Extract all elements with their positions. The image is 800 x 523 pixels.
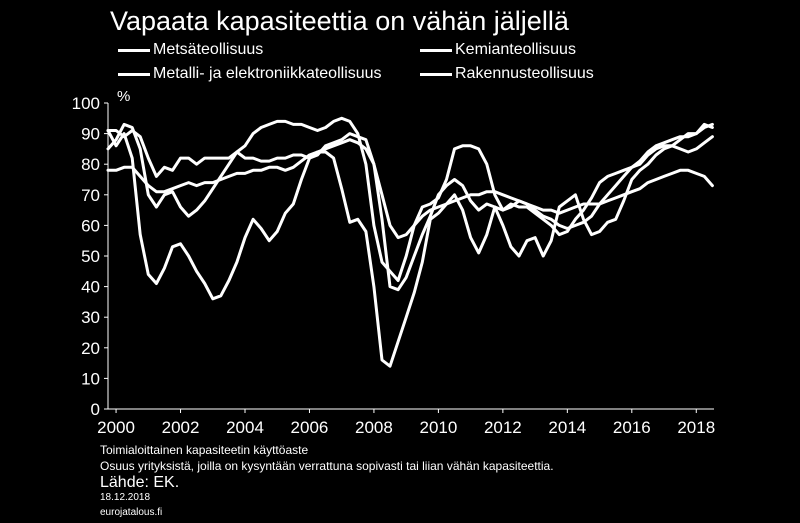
x-tick-label: 2004 bbox=[226, 418, 264, 437]
legend-swatch-kemianteollisuus bbox=[420, 48, 452, 52]
series-line-1 bbox=[106, 138, 714, 240]
x-tick-label: 2008 bbox=[355, 418, 393, 437]
legend-swatch-metalli bbox=[118, 72, 150, 76]
y-tick-label: 10 bbox=[81, 369, 100, 388]
source-label: Lähde: EK. bbox=[100, 474, 180, 491]
y-tick-label: 80 bbox=[81, 155, 100, 174]
legend-swatch-metsateollisuus bbox=[118, 48, 150, 52]
legend-label-rakennusteollisuus: Rakennusteollisuus bbox=[455, 65, 594, 82]
y-tick-label: 0 bbox=[91, 400, 100, 419]
legend-item-rakennusteollisuus: Rakennusteollisuus bbox=[420, 65, 594, 83]
note-line-1: Toimialoittainen kapasiteetin käyttöaste bbox=[100, 443, 309, 457]
y-tick-label: 20 bbox=[81, 339, 100, 358]
series-line-3 bbox=[106, 116, 714, 282]
y-tick-label: 30 bbox=[81, 308, 100, 327]
series-line-4 bbox=[106, 122, 714, 368]
site-label: eurojatalous.fi bbox=[100, 507, 163, 518]
legend-label-metsateollisuus: Metsäteollisuus bbox=[153, 41, 264, 58]
series-line-2 bbox=[106, 122, 714, 292]
y-tick-label: 70 bbox=[81, 186, 100, 205]
chart-title: Vapaata kapasiteettia on vähän jäljellä bbox=[110, 6, 569, 36]
legend-item-kemianteollisuus: Kemianteollisuus bbox=[420, 41, 576, 59]
x-tick-label: 2006 bbox=[291, 418, 329, 437]
x-tick-label: 2016 bbox=[613, 418, 651, 437]
y-unit-label: % bbox=[117, 88, 131, 105]
date-label: 18.12.2018 bbox=[100, 492, 151, 503]
y-tick-label: 40 bbox=[81, 278, 100, 297]
x-tick-label: 2010 bbox=[419, 418, 457, 437]
y-tick-label: 50 bbox=[81, 247, 100, 266]
x-tick-label: 2012 bbox=[484, 418, 522, 437]
x-tick-label: 2014 bbox=[548, 418, 586, 437]
x-tick-label: 2002 bbox=[162, 418, 200, 437]
note-line-2: Osuus yrityksistä, joilla on kysyntään v… bbox=[100, 459, 554, 473]
legend-swatch-rakennusteollisuus bbox=[420, 72, 452, 76]
y-tick-label: 60 bbox=[81, 216, 100, 235]
y-tick-label: 90 bbox=[81, 125, 100, 144]
legend-label-metalli: Metalli- ja elektroniikkateollisuus bbox=[153, 65, 382, 82]
legend-item-metalli: Metalli- ja elektroniikkateollisuus bbox=[118, 65, 382, 83]
x-tick-label: 2018 bbox=[677, 418, 715, 437]
legend-label-kemianteollisuus: Kemianteollisuus bbox=[455, 41, 576, 58]
x-tick-label: 2000 bbox=[97, 418, 135, 437]
y-tick-label: 100 bbox=[72, 94, 100, 113]
legend-item-metsateollisuus: Metsäteollisuus bbox=[118, 41, 263, 59]
